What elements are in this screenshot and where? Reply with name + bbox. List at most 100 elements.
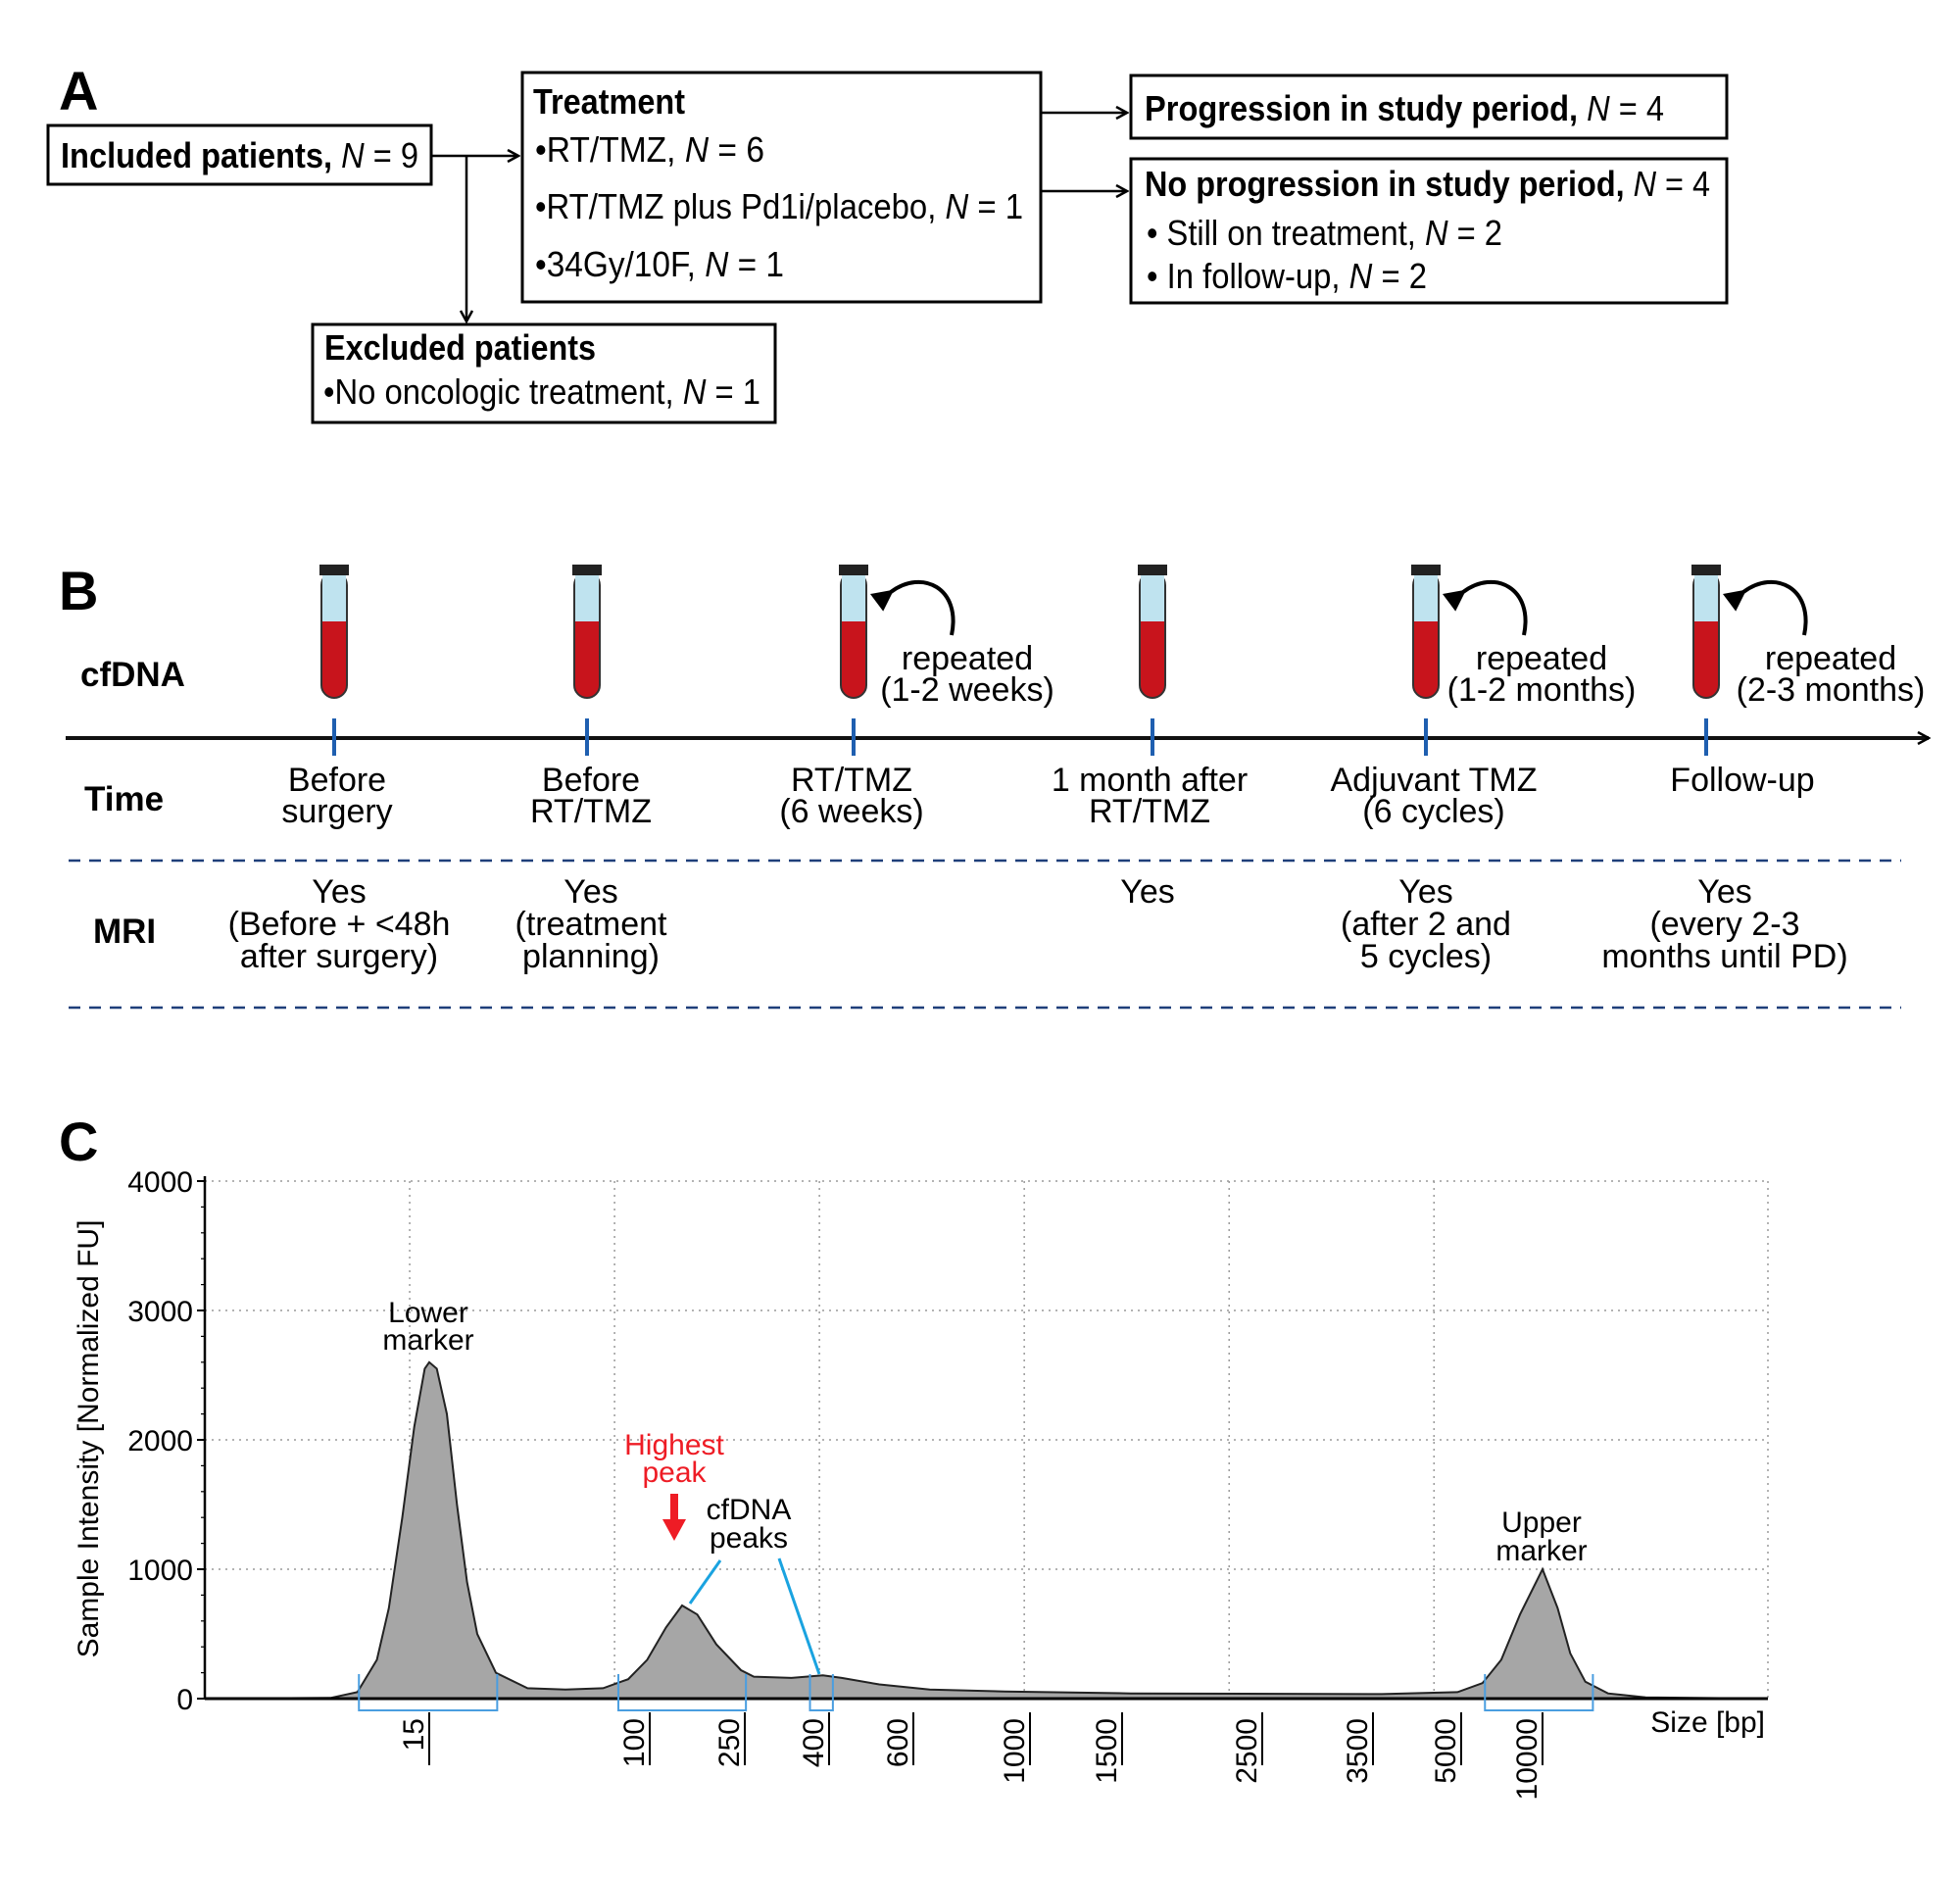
included-patients-box bbox=[46, 123, 433, 186]
blood-tube-icon bbox=[1691, 565, 1721, 699]
sizing-region-bracket bbox=[808, 1674, 834, 1711]
x-tick-label: 15 bbox=[398, 1718, 430, 1751]
blood-tube-icon bbox=[839, 565, 868, 699]
tube-cap bbox=[1411, 565, 1441, 575]
mri-label: (Before + <48h bbox=[228, 906, 451, 943]
panel-a: A Included patients, N = 9 Treatment •RT… bbox=[46, 60, 1729, 424]
mri-label: (treatment bbox=[515, 906, 667, 943]
mri-label: after surgery) bbox=[240, 938, 438, 975]
leader-line bbox=[777, 1557, 821, 1675]
tube-plasma bbox=[322, 572, 346, 621]
repeat-label: repeated bbox=[902, 640, 1033, 677]
cfdna-peaks-label: cfDNA bbox=[707, 1494, 792, 1526]
tube-plasma bbox=[1141, 572, 1164, 621]
row-label-mri: MRI bbox=[93, 913, 156, 951]
x-tick-label: 2500 bbox=[1231, 1718, 1263, 1784]
electropherogram-chart: 0 1000 2000 3000 4000 15 100 250 400 600 1000 1500 2… bbox=[127, 1166, 1769, 1800]
time-label: 1 month after bbox=[1052, 762, 1248, 799]
upper-marker-label: marker bbox=[1495, 1535, 1587, 1567]
y-axis-label: Sample Intensity [Normalized FU] bbox=[73, 1220, 105, 1658]
repeat-label: repeated bbox=[1476, 640, 1607, 677]
mri-label: planning) bbox=[522, 938, 660, 975]
time-label: RT/TMZ bbox=[1089, 793, 1210, 830]
y-tick-label: 3000 bbox=[127, 1296, 193, 1328]
mri-label: Yes bbox=[1120, 873, 1174, 911]
time-label: (6 weeks) bbox=[779, 793, 923, 830]
treatment-title: Treatment bbox=[533, 81, 685, 122]
mri-label: Yes bbox=[564, 873, 617, 911]
included-patients-text: Included patients, N = 9 bbox=[61, 135, 418, 175]
sizing-region-bracket bbox=[358, 1674, 499, 1711]
x-tick-label: 400 bbox=[798, 1718, 830, 1767]
row-label-time: Time bbox=[84, 780, 164, 818]
panel-label-b: B bbox=[59, 560, 98, 621]
excluded-patients-box bbox=[311, 322, 777, 424]
mri-label: Yes bbox=[1697, 873, 1751, 911]
panel-label-a: A bbox=[59, 60, 98, 122]
treatment-item: •RT/TMZ, N = 6 bbox=[535, 129, 764, 170]
no-progression-item: • In follow-up, N = 2 bbox=[1147, 256, 1427, 296]
progression-text: Progression in study period, N = 4 bbox=[1145, 88, 1664, 128]
tube-plasma bbox=[1694, 572, 1718, 621]
x-tick-label: 10000 bbox=[1511, 1718, 1544, 1800]
tube-cap bbox=[1138, 565, 1167, 575]
y-tick-label: 2000 bbox=[127, 1425, 193, 1457]
x-axis-label: Size [bp] bbox=[1650, 1706, 1765, 1739]
panel-label-c: C bbox=[59, 1111, 98, 1172]
lower-marker-label: Lower bbox=[388, 1297, 468, 1329]
tube-cap bbox=[319, 565, 349, 575]
tube-cap bbox=[572, 565, 602, 575]
row-label-cfdna: cfDNA bbox=[80, 656, 185, 694]
time-label: Adjuvant TMZ bbox=[1330, 762, 1537, 799]
time-label: RT/TMZ bbox=[530, 793, 652, 830]
panel-c: C 0 1000 2000 3000 4000 15 100 250 400 600 1000 150… bbox=[59, 1111, 1769, 1800]
time-label: surgery bbox=[281, 793, 392, 830]
time-label: RT/TMZ bbox=[791, 762, 912, 799]
treatment-item: •RT/TMZ plus Pd1i/placebo, N = 1 bbox=[535, 186, 1023, 226]
excluded-title: Excluded patients bbox=[324, 327, 596, 368]
tube-cap bbox=[839, 565, 868, 575]
repeat-label: (1-2 weeks) bbox=[880, 671, 1054, 709]
sizing-region-bracket bbox=[616, 1674, 748, 1711]
mri-label: 5 cycles) bbox=[1360, 938, 1492, 975]
x-tick-label: 250 bbox=[713, 1718, 746, 1767]
mri-label: (every 2-3 bbox=[1649, 906, 1799, 943]
y-tick-label: 4000 bbox=[127, 1166, 193, 1199]
highest-peak-label: peak bbox=[642, 1457, 707, 1489]
upper-marker-label: Upper bbox=[1501, 1507, 1582, 1539]
repeat-arrow-icon bbox=[869, 580, 956, 636]
x-tick-label: 600 bbox=[882, 1718, 914, 1767]
repeat-label: (2-3 months) bbox=[1737, 671, 1926, 709]
trace-line bbox=[204, 1360, 1769, 1700]
blood-tube-icon bbox=[1138, 565, 1167, 699]
y-tick-label: 1000 bbox=[127, 1555, 193, 1587]
x-tick-label: 100 bbox=[618, 1718, 651, 1767]
sizing-region-bracket bbox=[1484, 1674, 1594, 1711]
y-tick-label: 0 bbox=[176, 1684, 193, 1716]
no-progression-item: • Still on treatment, N = 2 bbox=[1147, 213, 1502, 253]
tube-plasma bbox=[575, 572, 599, 621]
repeat-label: (1-2 months) bbox=[1447, 671, 1637, 709]
treatment-box bbox=[520, 71, 1043, 304]
no-progression-text: No progression in study period, N = 4 bbox=[1145, 164, 1710, 204]
repeat-arrow-icon bbox=[1722, 580, 1808, 636]
blood-tube-icon bbox=[572, 565, 602, 699]
mri-label: Yes bbox=[1398, 873, 1452, 911]
x-tick-label: 3500 bbox=[1342, 1718, 1374, 1784]
mri-label: months until PD) bbox=[1601, 938, 1847, 975]
treatment-item: •34Gy/10F, N = 1 bbox=[535, 244, 784, 284]
repeat-arrow-icon bbox=[1442, 580, 1528, 636]
time-label: Follow-up bbox=[1670, 762, 1814, 799]
highest-peak-label: Highest bbox=[624, 1429, 724, 1461]
excluded-item: •No oncologic treatment, N = 1 bbox=[323, 371, 760, 412]
blood-tube-icon bbox=[1411, 565, 1441, 699]
progression-box bbox=[1129, 74, 1729, 140]
tube-plasma bbox=[1414, 572, 1438, 621]
x-tick-label: 1500 bbox=[1091, 1718, 1123, 1784]
cfdna-peaks-label: peaks bbox=[710, 1522, 788, 1555]
mri-label: (after 2 and bbox=[1341, 906, 1511, 943]
no-progression-box bbox=[1129, 157, 1729, 305]
red-down-arrow-icon bbox=[662, 1494, 686, 1541]
